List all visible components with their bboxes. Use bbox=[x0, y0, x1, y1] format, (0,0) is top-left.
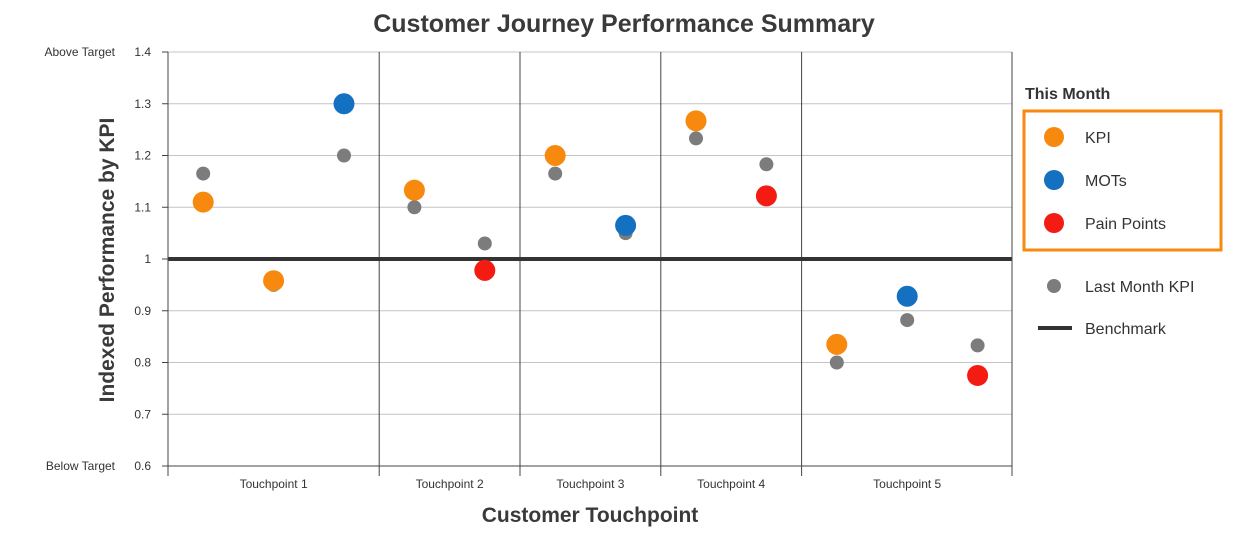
x-category-label: Touchpoint 4 bbox=[697, 477, 765, 491]
y-tick-label: 1.4 bbox=[134, 45, 151, 59]
kpi-point bbox=[192, 191, 214, 213]
y-tick-label: 0.8 bbox=[134, 356, 151, 370]
legend-pain-points-marker bbox=[1044, 213, 1064, 233]
pain-point bbox=[755, 185, 777, 207]
kpi-point bbox=[544, 145, 566, 166]
legend-kpi-marker bbox=[1044, 127, 1064, 147]
last-month-kpi-point bbox=[829, 355, 844, 370]
x-axis-title: Customer Touchpoint bbox=[482, 504, 699, 527]
legend-mots-marker bbox=[1044, 170, 1064, 190]
kpi-point bbox=[685, 110, 707, 132]
legend: This Month KPI MOTs Pain Points Last Mon… bbox=[1022, 86, 1223, 338]
last-month-kpi-point bbox=[337, 148, 351, 163]
legend-benchmark-label: Benchmark bbox=[1085, 321, 1167, 338]
x-category-label: Touchpoint 1 bbox=[240, 477, 308, 491]
points-layer bbox=[192, 93, 989, 386]
legend-mots-label: MOTs bbox=[1085, 173, 1127, 190]
legend-pain-points-label: Pain Points bbox=[1085, 216, 1166, 233]
mots-point bbox=[333, 93, 355, 115]
legend-heading: This Month bbox=[1025, 86, 1110, 103]
kpi-point bbox=[403, 179, 425, 201]
y-tick-label: 1.3 bbox=[134, 97, 151, 111]
last-month-kpi-point bbox=[477, 236, 492, 251]
y-axis-title: Indexed Performance by KPI bbox=[96, 118, 119, 403]
last-month-kpi-point bbox=[970, 338, 985, 353]
legend-kpi-label: KPI bbox=[1085, 130, 1111, 147]
y-tick-label: 0.6 bbox=[134, 459, 151, 473]
legend-last-month-label: Last Month KPI bbox=[1085, 279, 1194, 296]
pain-point bbox=[474, 259, 496, 281]
y-tick-label: 0.9 bbox=[134, 304, 151, 318]
x-category-label: Touchpoint 5 bbox=[873, 477, 941, 491]
y-tick-label: 0.7 bbox=[134, 407, 151, 421]
axis-layer: 0.6 0.7 0.8 0.9 1 1.1 1.2 1.3 1.4 Touchpoint 1 Tou… bbox=[134, 45, 1013, 491]
legend-box bbox=[1022, 109, 1223, 252]
pain-point bbox=[967, 364, 989, 386]
y-tick-label: 1.2 bbox=[134, 149, 151, 163]
last-month-kpi-point bbox=[548, 166, 563, 181]
last-month-kpi-point bbox=[759, 157, 774, 172]
mots-point bbox=[615, 214, 637, 236]
x-category-label: Touchpoint 3 bbox=[556, 477, 624, 491]
last-month-kpi-point bbox=[900, 313, 915, 328]
below-target-label: Below Target bbox=[46, 459, 116, 473]
kpi-point bbox=[826, 333, 848, 355]
y-tick-label: 1 bbox=[144, 252, 151, 266]
kpi-point bbox=[263, 270, 285, 292]
last-month-kpi-point bbox=[407, 200, 422, 215]
mots-point bbox=[896, 285, 918, 307]
above-target-label: Above Target bbox=[45, 45, 116, 59]
last-month-kpi-point bbox=[689, 131, 703, 146]
x-category-label: Touchpoint 2 bbox=[416, 477, 484, 491]
legend-last-month-marker bbox=[1047, 279, 1061, 293]
chart-title: Customer Journey Performance Summary bbox=[373, 10, 875, 38]
last-month-kpi-point bbox=[196, 166, 211, 181]
y-tick-label: 1.1 bbox=[134, 200, 151, 214]
